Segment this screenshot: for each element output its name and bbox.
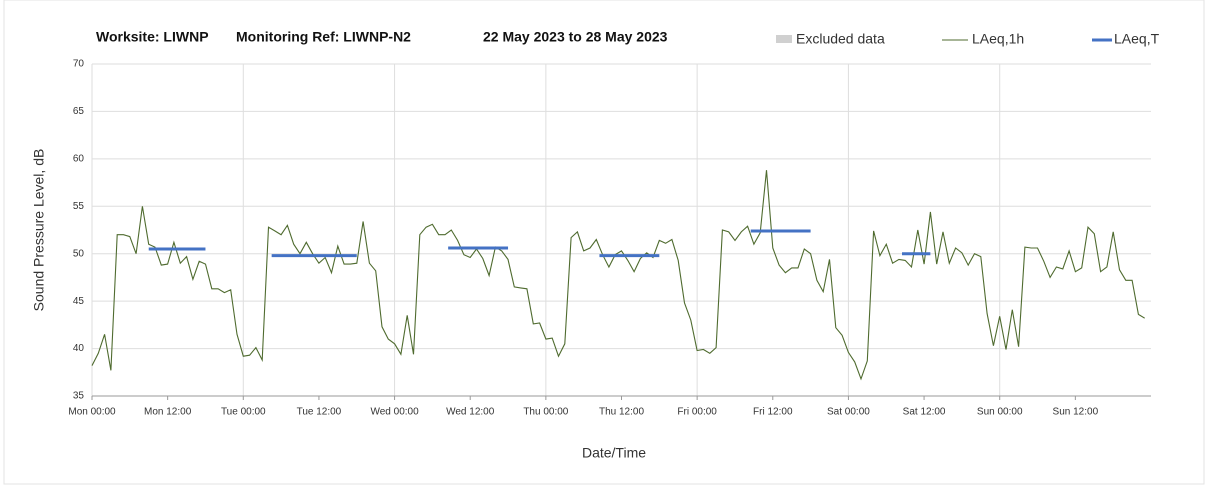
x-tick-label: Wed 12:00 — [446, 407, 495, 418]
legend-label: Excluded data — [796, 31, 885, 47]
y-tick-label: 45 — [73, 296, 85, 307]
y-tick-label: 35 — [73, 391, 85, 402]
x-tick-label: Thu 00:00 — [523, 407, 568, 418]
x-axis-label: Date/Time — [582, 445, 646, 461]
y-tick-label: 50 — [73, 248, 85, 259]
y-tick-label: 65 — [73, 106, 85, 117]
x-tick-label: Fri 00:00 — [677, 407, 717, 418]
x-tick-label: Wed 00:00 — [370, 407, 419, 418]
title-worksite: Worksite: LIWNP — [96, 29, 209, 45]
y-axis-label: Sound Pressure Level, dB — [31, 149, 47, 312]
x-tick-label: Tue 12:00 — [297, 407, 342, 418]
title-ref: Monitoring Ref: LIWNP-N2 — [236, 29, 411, 45]
y-tick-label: 70 — [73, 59, 85, 70]
x-tick-label: Sat 00:00 — [827, 407, 870, 418]
legend-label: LAeq,1h — [972, 31, 1024, 47]
laeq-1h-line — [91, 170, 1145, 381]
x-tick-label: Tue 00:00 — [221, 407, 266, 418]
y-tick-label: 55 — [73, 201, 85, 212]
title-dates: 22 May 2023 to 28 May 2023 — [483, 29, 668, 45]
y-tick-label: 40 — [73, 343, 85, 354]
y-tick-label: 60 — [73, 153, 85, 164]
x-tick-label: Mon 00:00 — [68, 407, 116, 418]
x-tick-label: Sun 00:00 — [977, 407, 1023, 418]
frame — [3, 0, 1205, 485]
x-tick-label: Thu 12:00 — [599, 407, 644, 418]
x-tick-label: Sat 12:00 — [903, 407, 946, 418]
x-tick-label: Mon 12:00 — [144, 407, 192, 418]
x-tick-label: Fri 12:00 — [753, 407, 793, 418]
legend-swatch — [776, 35, 792, 43]
x-tick-label: Sun 12:00 — [1053, 407, 1099, 418]
legend-label: LAeq,T — [1114, 31, 1160, 47]
